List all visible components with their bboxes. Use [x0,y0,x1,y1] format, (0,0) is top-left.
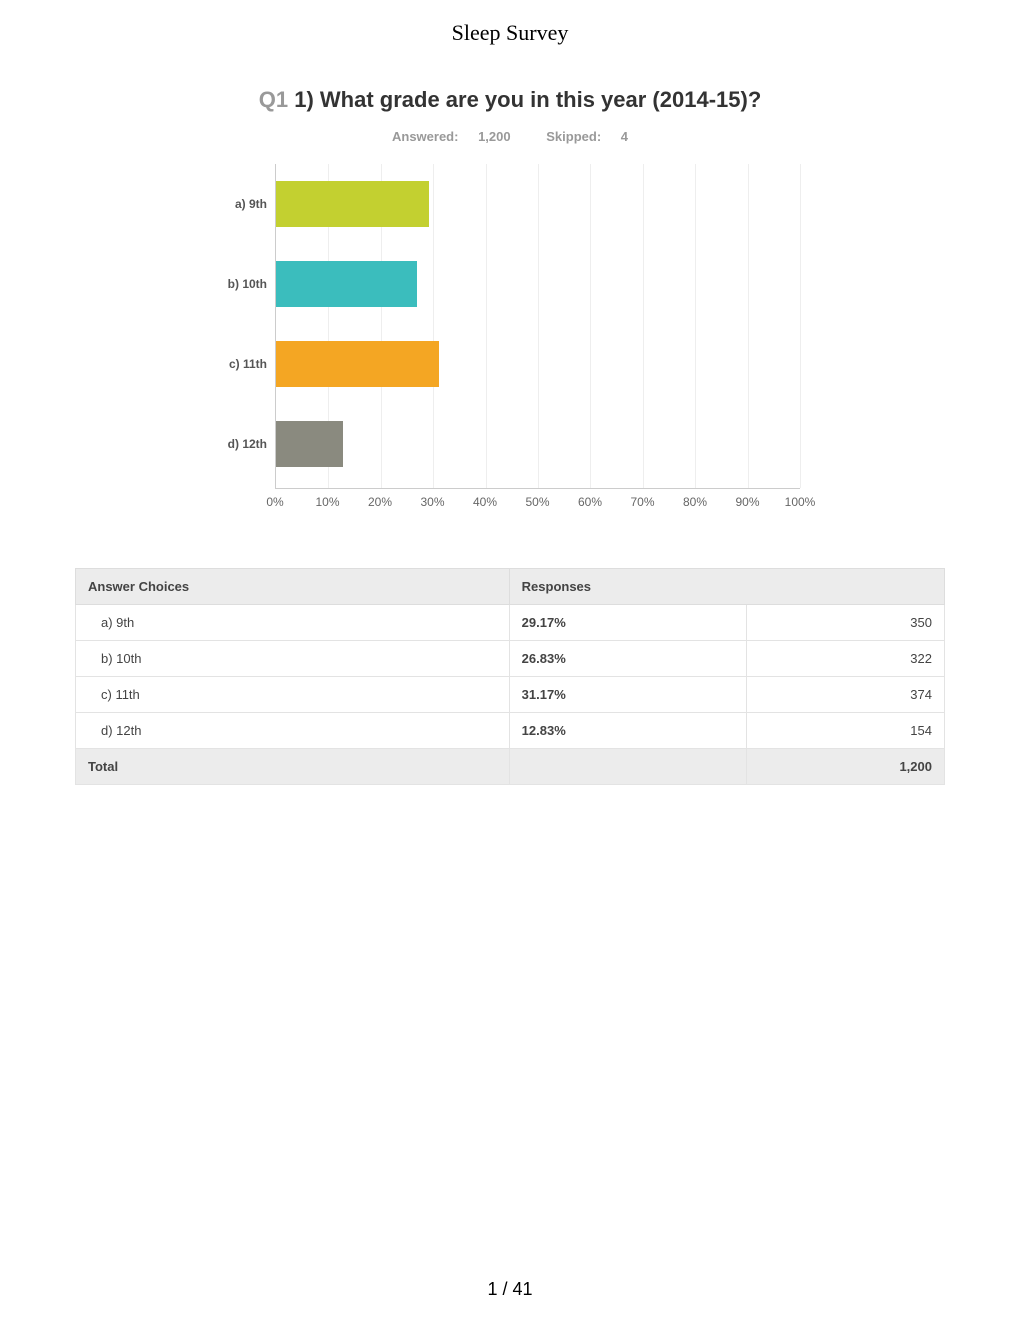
x-tick-label: 30% [420,495,444,509]
question-text: 1) What grade are you in this year (2014… [294,87,761,112]
x-tick-label: 60% [578,495,602,509]
cell-percent: 29.17% [509,604,747,640]
x-tick-label: 80% [683,495,707,509]
cell-choice: a) 9th [76,604,510,640]
total-count: 1,200 [747,748,945,784]
chart-bar [276,421,343,467]
table-row: c) 11th31.17%374 [76,676,945,712]
question-number: Q1 [259,87,288,112]
cell-percent: 12.83% [509,712,747,748]
cell-count: 350 [747,604,945,640]
question-heading: Q1 1) What grade are you in this year (2… [0,86,1020,115]
table-total-row: Total 1,200 [76,748,945,784]
results-table: Answer Choices Responses a) 9th29.17%350… [75,568,945,785]
gridline [800,164,801,488]
cell-percent: 26.83% [509,640,747,676]
y-category-label: a) 9th [235,197,267,211]
chart-bar [276,261,417,307]
y-category-label: d) 12th [228,437,267,451]
column-header-choices: Answer Choices [76,568,510,604]
page-title: Sleep Survey [0,20,1020,46]
x-tick-label: 70% [630,495,654,509]
cell-percent: 31.17% [509,676,747,712]
cell-choice: c) 11th [76,676,510,712]
x-tick-label: 0% [266,495,283,509]
gridline [486,164,487,488]
gridline [643,164,644,488]
gridline [748,164,749,488]
gridline [538,164,539,488]
table-row: d) 12th12.83%154 [76,712,945,748]
gridline [695,164,696,488]
cell-count: 374 [747,676,945,712]
x-tick-label: 100% [785,495,816,509]
x-tick-label: 40% [473,495,497,509]
x-tick-label: 10% [315,495,339,509]
y-category-label: c) 11th [229,357,267,371]
table-row: b) 10th26.83%322 [76,640,945,676]
x-tick-label: 90% [735,495,759,509]
answered-label: Answered: [392,129,458,144]
page-indicator: 1 / 41 [0,1279,1020,1300]
chart-bar [276,181,429,227]
cell-count: 154 [747,712,945,748]
total-label: Total [76,748,510,784]
table-row: a) 9th29.17%350 [76,604,945,640]
column-header-responses: Responses [509,568,944,604]
skipped-label: Skipped: [546,129,601,144]
x-tick-label: 20% [368,495,392,509]
cell-choice: b) 10th [76,640,510,676]
answered-count: 1,200 [478,129,511,144]
y-category-label: b) 10th [228,277,267,291]
skipped-count: 4 [621,129,628,144]
gridline [433,164,434,488]
response-stats: Answered: 1,200 Skipped: 4 [0,129,1020,144]
x-tick-label: 50% [525,495,549,509]
gridline [590,164,591,488]
chart-bar [276,341,439,387]
cell-choice: d) 12th [76,712,510,748]
bar-chart: a) 9th b) 10th c) 11th d) 12th 0% 10% 20% 30% 4… [220,164,800,513]
cell-count: 322 [747,640,945,676]
